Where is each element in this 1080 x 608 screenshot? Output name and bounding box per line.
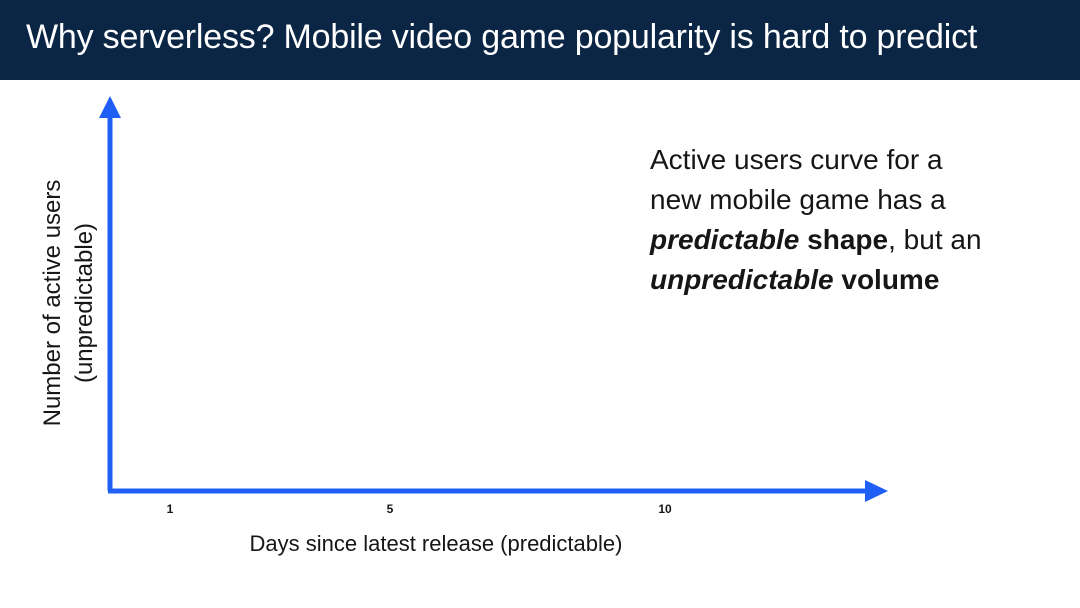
y-axis-label-line1: Number of active users (39, 180, 66, 427)
x-tick-label: 1 (167, 502, 174, 516)
x-axis-arrowhead (865, 480, 888, 502)
y-axis-label: Number of active users (unpredictable) (39, 180, 98, 427)
title-bar: Why serverless? Mobile video game popula… (0, 0, 1080, 80)
x-axis-label: Days since latest release (predictable) (250, 531, 623, 556)
callout-line-1: Active users curve for a (650, 144, 943, 175)
x-tick-labels: 1 5 10 (167, 502, 672, 516)
callout-word-shape: shape (807, 224, 889, 255)
callout-text-but-an: , but an (888, 224, 982, 255)
callout-word-unpredictable: unpredictable (650, 264, 834, 295)
callout-word-volume: volume (841, 264, 940, 295)
callout-word-predictable: predictable (650, 224, 800, 255)
callout-text: Active users curve for a new mobile game… (650, 140, 1050, 300)
chart-axes (99, 96, 888, 502)
x-tick-label: 10 (658, 502, 672, 516)
x-tick-label: 5 (387, 502, 394, 516)
y-axis-label-line2: (unpredictable) (71, 223, 98, 383)
callout-line-2: new mobile game has a (650, 184, 946, 215)
y-axis-arrowhead (99, 96, 121, 118)
slide-title: Why serverless? Mobile video game popula… (26, 18, 978, 56)
